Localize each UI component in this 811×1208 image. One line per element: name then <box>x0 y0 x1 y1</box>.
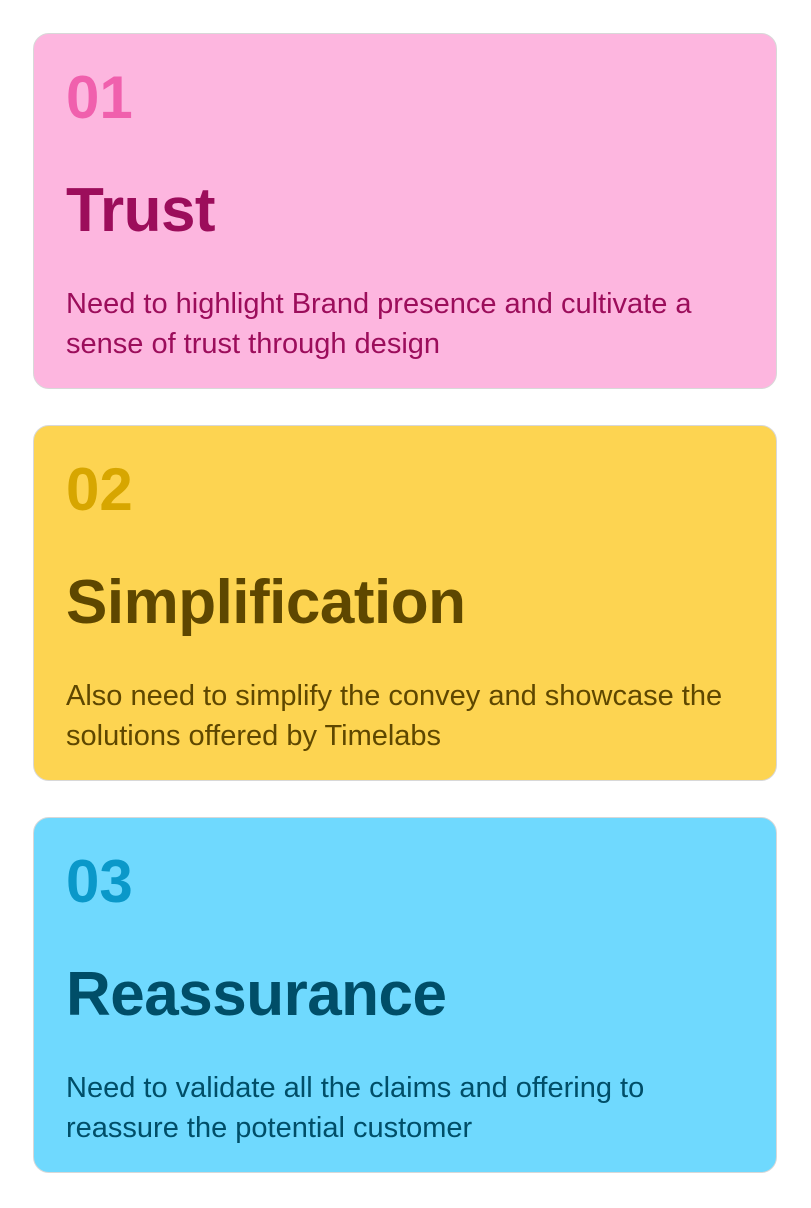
card-title: Trust <box>66 176 216 245</box>
card-number: 03 <box>66 848 133 915</box>
card-title: Reassurance <box>66 960 447 1029</box>
card-description: Also need to simplify the convey and sho… <box>66 680 723 752</box>
card-description: Need to highlight Brand presence and cul… <box>66 288 692 360</box>
card-description: Need to validate all the claims and offe… <box>66 1072 645 1144</box>
card-number: 02 <box>66 456 133 523</box>
card-title: Simplification <box>66 568 466 637</box>
card-simplification: 02 Simplification Also need to simplify … <box>33 425 777 781</box>
card-reassurance: 03 Reassurance Need to validate all the … <box>33 817 777 1173</box>
card-number: 01 <box>66 64 133 131</box>
card-trust: 01 Trust Need to highlight Brand presenc… <box>33 33 777 389</box>
